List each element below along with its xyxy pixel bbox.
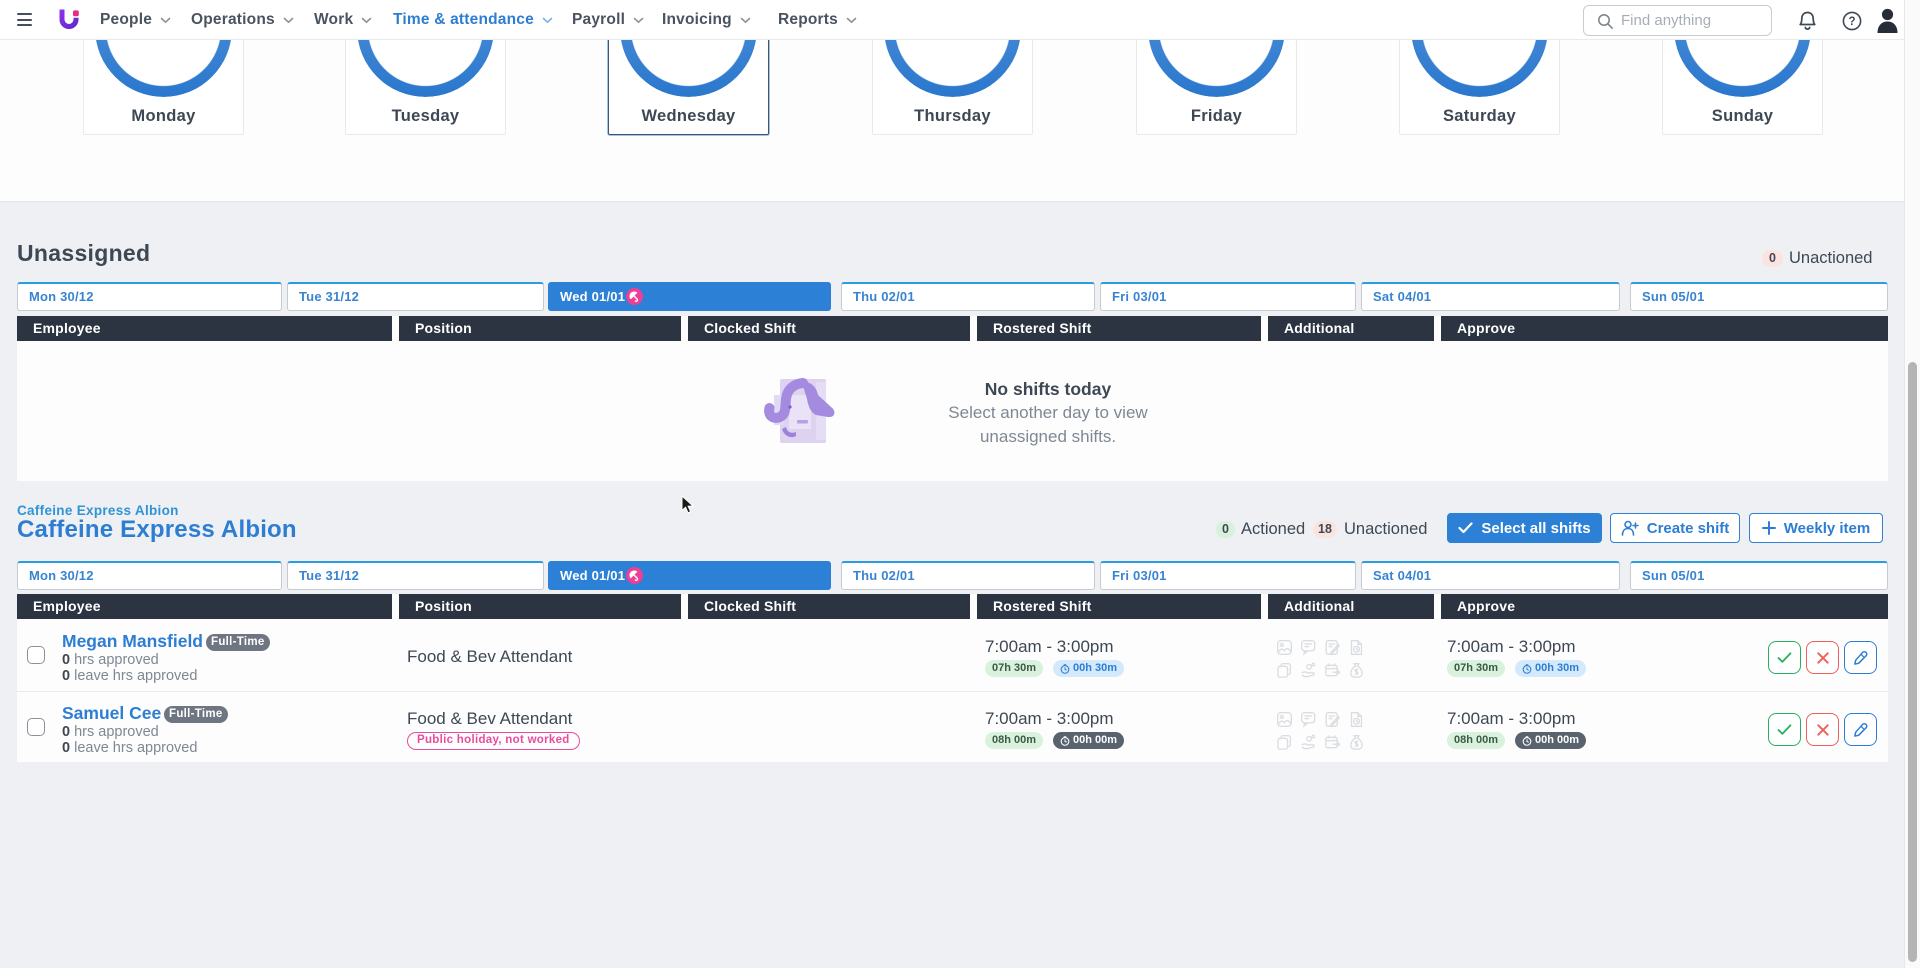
svg-text:?: ? [1848, 16, 1855, 28]
